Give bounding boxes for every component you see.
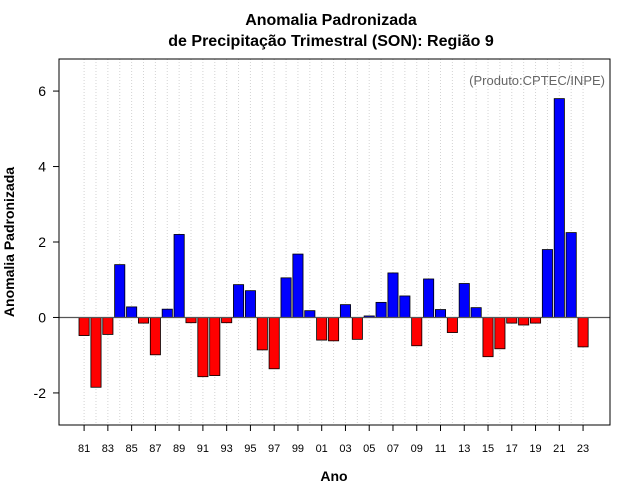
x-tick-label-83: 83 (102, 443, 114, 455)
x-tick-label-21: 21 (553, 443, 565, 455)
x-axis: 81 83 85 87 89 91 93 95 97 99 01 03 05 07 09 11 13 15 17 19… (78, 425, 589, 455)
bar-81 (78, 317, 90, 336)
bar-00 (304, 310, 316, 318)
x-tick-label-89: 89 (173, 443, 185, 455)
bar-99 (292, 253, 304, 318)
x-tick-label-11: 11 (435, 443, 446, 455)
x-tick-label-09: 09 (411, 443, 423, 455)
x-axis-label: Ano (320, 468, 347, 484)
bar-90 (185, 317, 197, 324)
vertical-grid (83, 59, 584, 425)
bar-22 (565, 232, 577, 318)
bar-10 (423, 278, 435, 318)
bar-14 (470, 307, 482, 318)
y-tick-label-4: 4 (38, 159, 46, 175)
bar-16 (494, 317, 506, 350)
x-tick-label-13: 13 (458, 443, 470, 455)
y-tick-label-6: 6 (38, 83, 46, 99)
bar-06 (375, 301, 387, 318)
bar-20 (541, 249, 553, 318)
x-tick-label-99: 99 (292, 443, 304, 455)
bar-96 (256, 317, 268, 351)
bar-18 (518, 317, 530, 326)
bar-92 (209, 317, 221, 376)
bar-08 (399, 295, 411, 318)
bar-17 (506, 317, 518, 324)
bar-83 (102, 317, 114, 335)
x-tick-label-05: 05 (363, 443, 375, 455)
bar-97 (268, 317, 280, 370)
x-tick-label-87: 87 (149, 443, 161, 455)
x-tick-label-19: 19 (529, 443, 541, 455)
bar-07 (387, 272, 399, 318)
x-tick-label-97: 97 (268, 443, 280, 455)
bar-89 (173, 234, 185, 318)
plot-frame (58, 58, 611, 426)
x-tick-label-95: 95 (244, 443, 256, 455)
x-tick-label-23: 23 (577, 443, 589, 455)
x-tick-label-93: 93 (221, 443, 233, 455)
chart-title-line-2: de Precipitação Trimestral (SON): Região… (168, 33, 494, 50)
bar-11 (434, 309, 446, 318)
bar-19 (530, 317, 542, 324)
bar-95 (244, 290, 256, 318)
x-tick-label-91: 91 (197, 443, 209, 455)
bar-series (78, 98, 589, 388)
bar-03 (339, 304, 351, 318)
y-tick-label--2: -2 (34, 385, 47, 401)
bar-12 (446, 317, 458, 333)
bar-02 (328, 317, 340, 342)
bar-21 (553, 98, 565, 318)
x-tick-label-07: 07 (387, 443, 399, 455)
y-tick-label-2: 2 (38, 234, 46, 250)
bar-87 (149, 317, 161, 356)
x-tick-label-01: 01 (316, 443, 328, 455)
bar-09 (411, 317, 423, 347)
credit-annotation: (Produto:CPTEC/INPE) (469, 73, 605, 88)
bar-23 (577, 317, 589, 348)
bar-94 (233, 284, 245, 318)
x-tick-label-85: 85 (125, 443, 137, 455)
x-tick-label-17: 17 (506, 443, 518, 455)
bar-82 (90, 317, 102, 388)
x-tick-label-03: 03 (339, 443, 351, 455)
bar-04 (351, 317, 363, 340)
bar-85 (126, 306, 138, 318)
chart-title-line-1: Anomalia Padronizada (245, 12, 417, 29)
bar-86 (137, 317, 149, 324)
bar-01 (316, 317, 328, 341)
y-axis: -2 0 2 4 6 (34, 83, 59, 401)
bar-91 (197, 317, 209, 378)
bar-98 (280, 277, 292, 318)
bar-15 (482, 317, 494, 358)
y-tick-label-0: 0 (38, 309, 46, 325)
x-tick-label-15: 15 (482, 443, 494, 455)
bar-13 (458, 283, 470, 318)
bar-88 (161, 308, 173, 318)
bar-93 (221, 317, 233, 324)
bar-84 (114, 264, 126, 318)
x-tick-label-81: 81 (78, 443, 90, 455)
y-axis-label: Anomalia Padronizada (1, 167, 17, 317)
